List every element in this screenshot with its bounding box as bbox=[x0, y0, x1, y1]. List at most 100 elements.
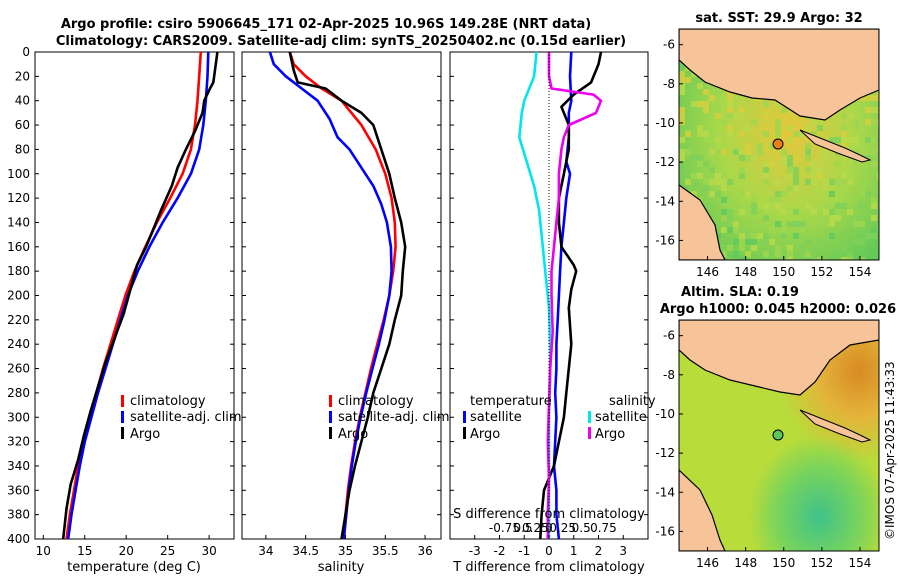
sst-pixel bbox=[745, 149, 751, 155]
sst-pixel bbox=[739, 155, 745, 161]
sst-pixel bbox=[679, 107, 685, 113]
sst-pixel bbox=[793, 233, 799, 239]
series-line-argo bbox=[288, 51, 407, 540]
sst-pixel bbox=[739, 167, 745, 173]
sst-pixel bbox=[859, 95, 865, 101]
sst-pixel bbox=[811, 131, 817, 137]
sst-pixel bbox=[805, 137, 811, 143]
sst-pixel bbox=[829, 209, 835, 215]
sst-map bbox=[679, 29, 879, 260]
sst-pixel bbox=[805, 239, 811, 245]
sst-pixel bbox=[793, 155, 799, 161]
sst-pixel bbox=[865, 191, 871, 197]
sst-pixel bbox=[865, 137, 871, 143]
sst-pixel bbox=[841, 143, 847, 149]
sst-pixel bbox=[865, 155, 871, 161]
sst-pixel bbox=[721, 149, 727, 155]
series-line-climatology bbox=[288, 51, 397, 540]
sst-pixel bbox=[739, 173, 745, 179]
sst-pixel bbox=[835, 137, 841, 143]
sst-pixel bbox=[781, 149, 787, 155]
legend-swatch-t-satellite bbox=[463, 411, 466, 423]
sst-pixel bbox=[871, 233, 877, 239]
sst-pixel bbox=[757, 209, 763, 215]
depth-tick-label: 40 bbox=[15, 94, 30, 108]
sst-pixel bbox=[739, 113, 745, 119]
depth-tick-label: 320 bbox=[7, 435, 30, 449]
land-mass-south bbox=[679, 469, 726, 551]
sst-pixel bbox=[871, 257, 877, 260]
sst-pixel bbox=[877, 89, 879, 95]
sst-pixel bbox=[703, 101, 709, 107]
sst-pixel bbox=[751, 233, 757, 239]
sst-pixel bbox=[727, 101, 733, 107]
sst-pixel bbox=[817, 257, 823, 260]
sst-pixel bbox=[823, 179, 829, 185]
sst-pixel bbox=[787, 125, 793, 131]
temperature-x-label: temperature (deg C) bbox=[67, 560, 201, 575]
sst-pixel bbox=[859, 221, 865, 227]
x-tick-label: 34 bbox=[258, 544, 273, 558]
depth-tick-label: 400 bbox=[7, 532, 30, 546]
island-chain bbox=[799, 129, 872, 163]
sst-pixel bbox=[697, 155, 703, 161]
series-line-s-argo bbox=[546, 52, 603, 539]
sst-pixel bbox=[727, 113, 733, 119]
sst-pixel bbox=[823, 257, 829, 260]
sst-pixel bbox=[823, 209, 829, 215]
depth-tick-label: 280 bbox=[7, 386, 30, 400]
sst-pixel bbox=[745, 191, 751, 197]
sst-pixel bbox=[871, 95, 877, 101]
salinity-difference-tick-label: 0.75 bbox=[590, 521, 617, 535]
sst-pixel bbox=[769, 161, 775, 167]
sst-pixel bbox=[751, 203, 757, 209]
sst-pixel bbox=[847, 197, 853, 203]
map-y-tick-label: -16 bbox=[655, 524, 675, 538]
map-x-tick-label: 152 bbox=[810, 556, 833, 570]
sst-pixel bbox=[703, 137, 709, 143]
x-tick-label: 10 bbox=[36, 544, 51, 558]
sst-pixel bbox=[823, 185, 829, 191]
sst-pixel bbox=[703, 107, 709, 113]
map-y-tick-label: -16 bbox=[655, 233, 675, 247]
sst-pixel bbox=[769, 143, 775, 149]
sst-pixel bbox=[685, 179, 691, 185]
sst-pixel bbox=[739, 209, 745, 215]
sst-pixel bbox=[733, 221, 739, 227]
sst-pixel bbox=[787, 251, 793, 257]
sst-pixel bbox=[793, 221, 799, 227]
legend-label-argo: Argo bbox=[130, 427, 160, 442]
sst-pixel bbox=[727, 245, 733, 251]
salinity-difference-tick-label: -0.75 bbox=[489, 521, 520, 535]
sst-pixel bbox=[739, 233, 745, 239]
sst-pixel bbox=[775, 251, 781, 257]
sst-pixel bbox=[679, 113, 685, 119]
legend-swatch-argo bbox=[329, 427, 332, 439]
sst-pixel bbox=[745, 251, 751, 257]
sst-pixel bbox=[679, 83, 685, 89]
sst-pixel bbox=[859, 191, 865, 197]
sst-pixel bbox=[847, 179, 853, 185]
sst-pixel bbox=[685, 149, 691, 155]
map-y-tick-label: -12 bbox=[655, 446, 675, 460]
legend-title-salinity: salinity bbox=[609, 394, 656, 409]
sst-pixel bbox=[847, 257, 853, 260]
series-line-argo bbox=[61, 51, 219, 540]
sst-pixel bbox=[721, 185, 727, 191]
sst-pixel bbox=[733, 227, 739, 233]
sst-pixel bbox=[877, 173, 879, 179]
legend-swatch-argo bbox=[121, 427, 124, 439]
legend-label-satellite: satellite-adj. clim bbox=[130, 410, 242, 425]
salinity-difference-tick-label: 0.5 bbox=[513, 521, 532, 535]
figure-title-line1: Argo profile: csiro 5906645_171 02-Apr-2… bbox=[61, 17, 591, 32]
map-y-tick-label: -8 bbox=[663, 368, 675, 382]
sst-pixel bbox=[823, 221, 829, 227]
sst-pixel bbox=[859, 257, 865, 260]
sst-pixel bbox=[835, 161, 841, 167]
depth-tick-label: 300 bbox=[7, 410, 30, 424]
sst-pixel bbox=[763, 167, 769, 173]
sst-pixel bbox=[739, 245, 745, 251]
sst-pixel bbox=[727, 107, 733, 113]
sst-pixel bbox=[751, 119, 757, 125]
sst-pixel bbox=[679, 77, 685, 83]
